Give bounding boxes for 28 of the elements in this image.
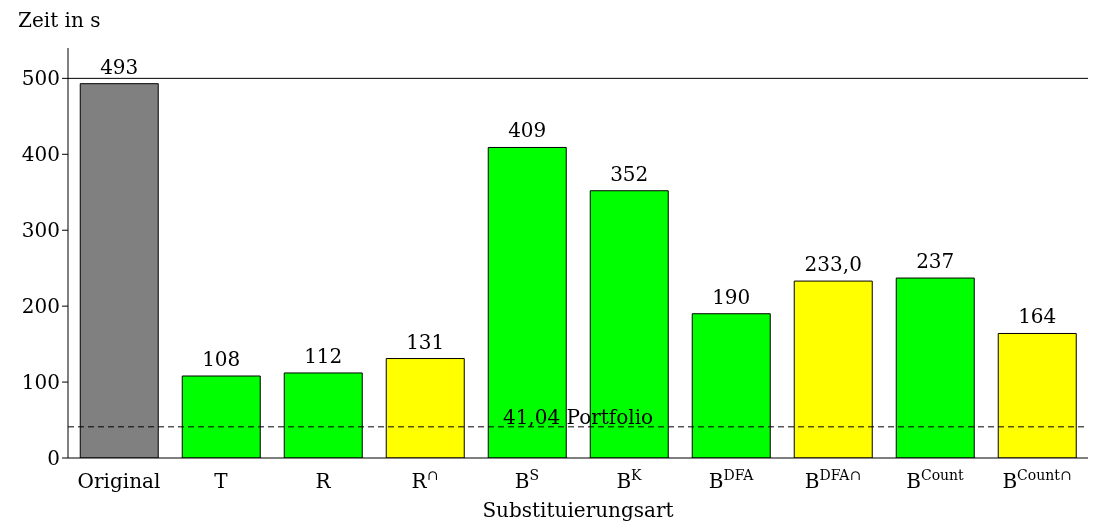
- data-label: 190: [712, 284, 751, 309]
- y-tick-label: 300: [21, 218, 60, 243]
- y-tick-label: 0: [47, 446, 60, 471]
- x-tick-label: B$^{DFA∩}$: [804, 467, 862, 493]
- data-label: 131: [406, 329, 445, 354]
- y-tick-label: 500: [21, 66, 60, 91]
- x-tick-label: Original: [77, 469, 161, 493]
- y-axis-title: Zeit in s: [18, 8, 101, 32]
- x-tick-label: T: [214, 469, 229, 493]
- data-label: 237: [916, 249, 955, 274]
- data-label: 108: [202, 347, 241, 371]
- y-tick-label: 100: [21, 370, 60, 395]
- x-tick-label: B$^{K}$: [616, 467, 643, 493]
- x-tick-label: B$^{Count∩}$: [1002, 467, 1072, 493]
- data-label: 164: [1018, 304, 1057, 329]
- y-tick-label: 200: [21, 294, 60, 319]
- x-axis-title: Substituierungsart: [481, 498, 675, 522]
- data-label: 493: [100, 54, 139, 79]
- data-label: 409: [508, 118, 547, 143]
- x-tick-label: B$^{DFA}$: [708, 467, 755, 493]
- x-tick-label: B$^{S}$: [514, 467, 540, 493]
- data-label: 233,0: [804, 252, 862, 277]
- x-tick-label: R$^{∩}$: [411, 467, 439, 493]
- data-label: 112: [304, 343, 343, 368]
- y-tick-label: 400: [21, 142, 60, 167]
- x-tick-label: R: [315, 469, 332, 493]
- data-label: 352: [610, 161, 649, 186]
- x-tick-label: B$^{Count}$: [906, 467, 965, 493]
